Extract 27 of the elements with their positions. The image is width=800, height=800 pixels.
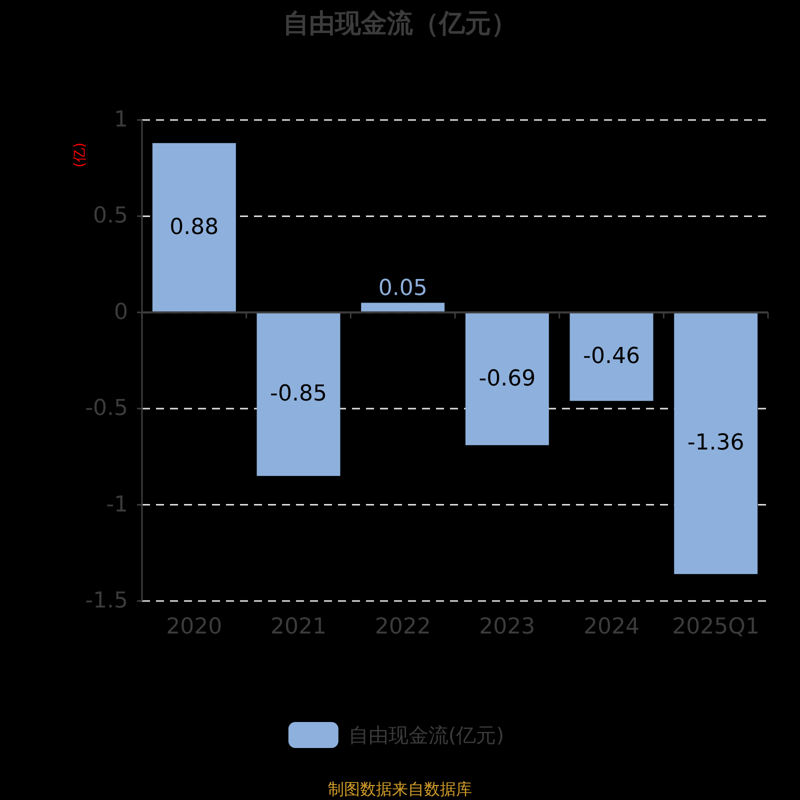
y-tick-label: -1 — [106, 492, 128, 518]
y-tick-label: -1.5 — [85, 588, 128, 614]
data-label: -0.46 — [583, 344, 640, 370]
x-tick-label: 2022 — [374, 614, 431, 640]
legend-label: 自由现金流(亿元) — [348, 723, 504, 747]
y-axis-title: (亿) — [72, 142, 88, 168]
y-tick-label: 0.5 — [93, 204, 128, 229]
y-tick-label: -0.5 — [85, 396, 128, 422]
y-tick-label: 0 — [114, 300, 128, 325]
x-tick-label: 2021 — [270, 614, 326, 640]
y-tick-label: 1 — [114, 108, 128, 132]
data-label: 0.88 — [170, 215, 219, 240]
x-tick-label: 2020 — [166, 614, 222, 640]
bar — [674, 312, 758, 574]
data-label: -0.69 — [478, 366, 536, 392]
data-label: -0.85 — [270, 382, 327, 407]
data-label: -1.36 — [687, 430, 744, 456]
x-tick-label: 2024 — [584, 614, 640, 640]
chart-title: 自由现金流（亿元） — [283, 9, 517, 39]
data-label: 0.05 — [378, 276, 428, 301]
x-tick-label: 2023 — [479, 614, 536, 640]
bar — [256, 312, 340, 476]
bar — [465, 312, 549, 446]
x-tick-label: 2025Q1 — [672, 614, 760, 640]
bar — [152, 143, 236, 312]
text: 制图数据来自数据库 — [328, 780, 472, 798]
bar — [570, 312, 654, 401]
